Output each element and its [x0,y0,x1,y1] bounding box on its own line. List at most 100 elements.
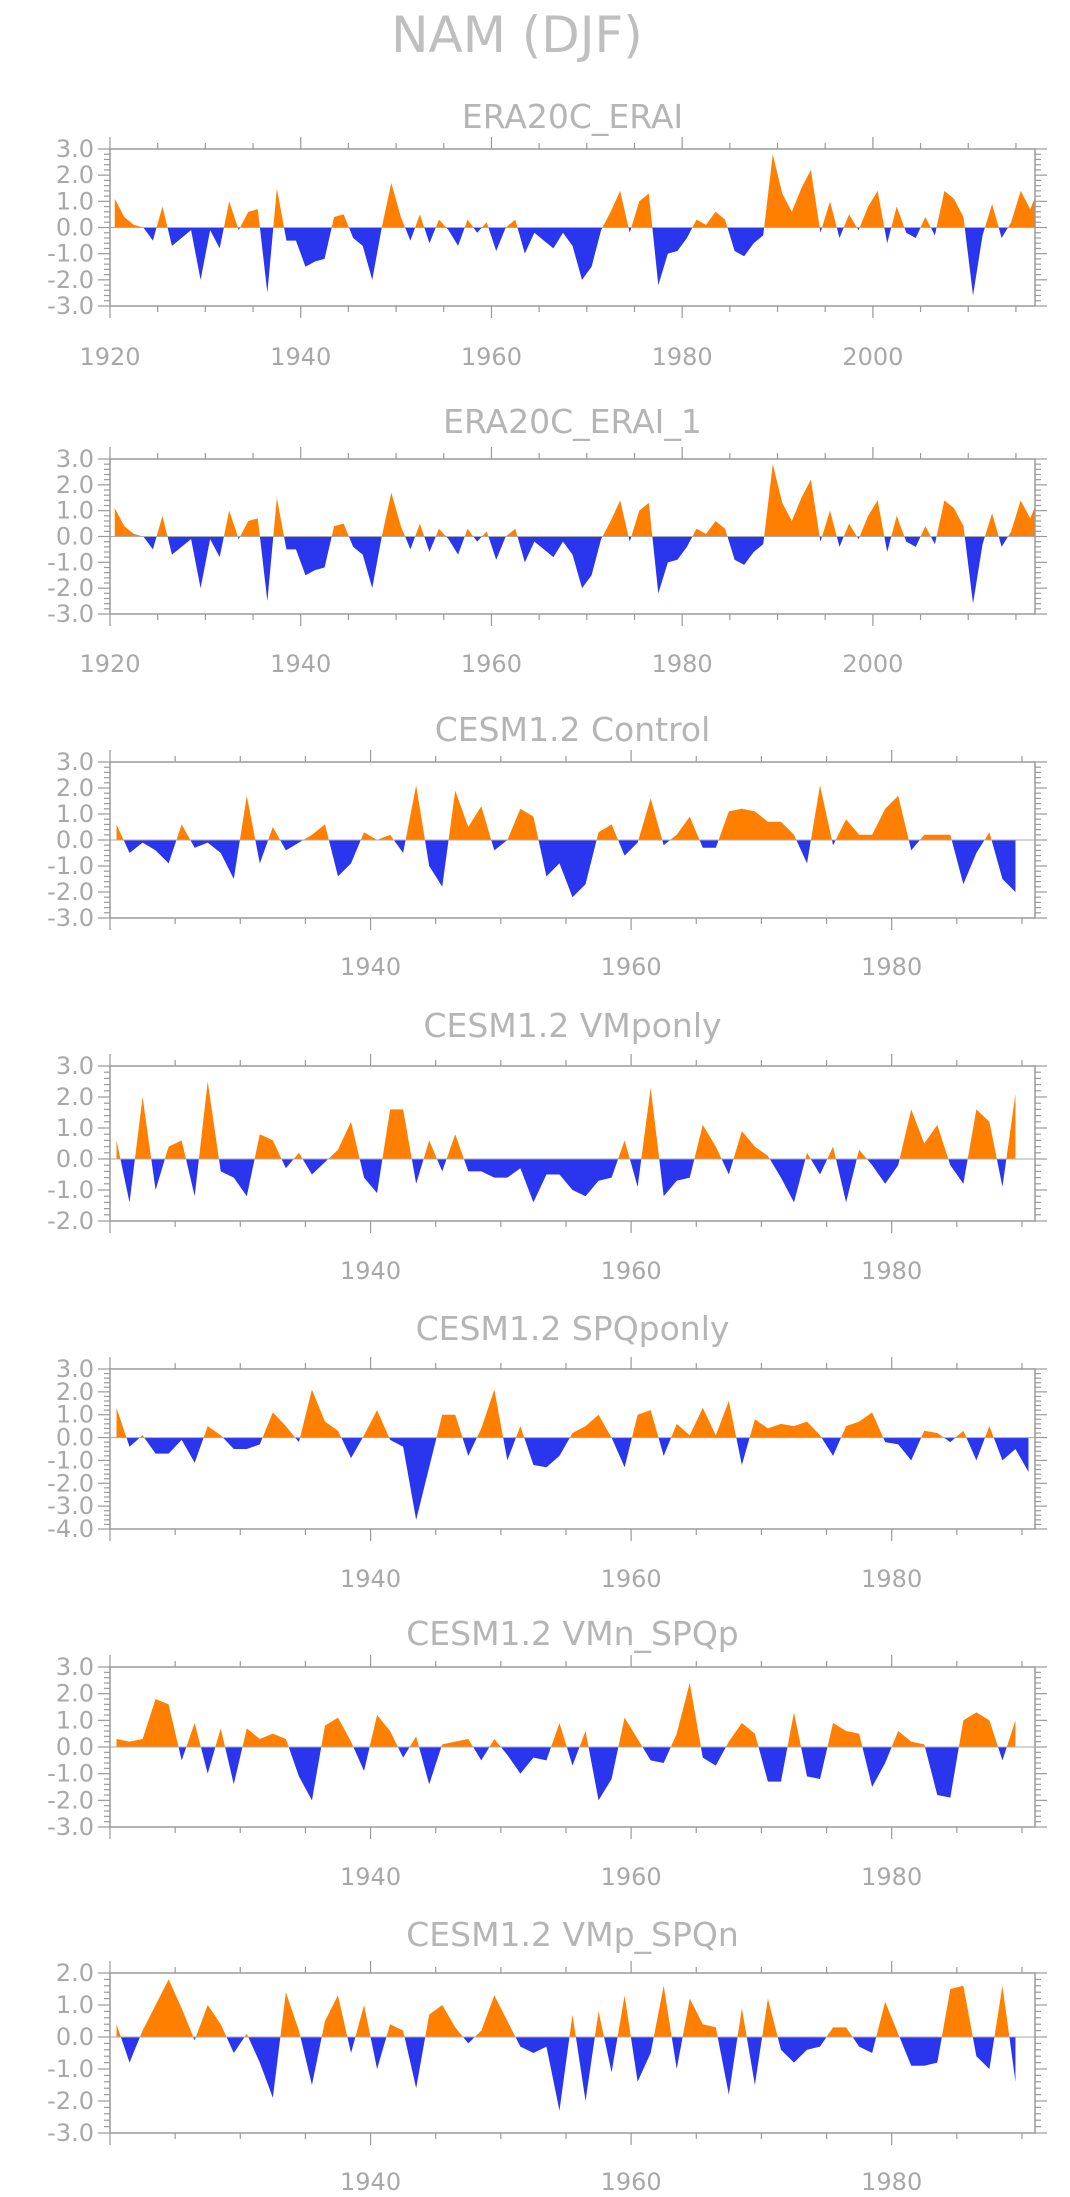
y-tick-label: 0.0 [56,2023,94,2051]
y-tick-label: 3.0 [56,1052,94,1080]
series-area [116,1683,1016,1801]
positive-area [116,1979,1016,2037]
panel-1: ERA20C_ERAI -3.0-2.0-1.00.01.02.03.0 1920 1… [47,97,1047,371]
y-tick-label: -1.0 [47,1176,94,1204]
positive-area [116,1683,1016,1747]
y-tick-label: 1.0 [56,800,94,828]
y-tick-label: 0.0 [56,1145,94,1173]
y-tick-label: 2.0 [56,471,94,499]
x-tick-label: 1960 [601,1257,662,1285]
y-tick-label: 0.0 [56,523,94,551]
y-tick-label: 0.0 [56,1733,94,1761]
series-area [116,1081,1016,1203]
y-tick-label: -1.0 [47,2055,94,2083]
y-tick-label: -1.0 [47,1760,94,1788]
series-area [116,785,1016,898]
y-tick-label: 2.0 [56,1378,94,1406]
plot-frame [109,1065,1036,1222]
negative-area [116,2037,1016,2111]
plot-frame [109,1972,1036,2134]
panel-title: CESM1.2 VMp_SPQn [406,1915,739,1954]
y-tick-label: 0.0 [56,826,94,854]
y-tick-label: -1.0 [47,1446,94,1474]
y-tick-label: -3.0 [47,292,94,320]
y-tick-label: -3.0 [47,1813,94,1841]
x-tick-label: 1920 [79,650,140,678]
negative-area [116,1747,1016,1801]
y-tick-label: -2.0 [47,266,94,294]
x-tick-label: 2000 [842,650,903,678]
positive-area [116,1081,1016,1159]
y-tick-label: 2.0 [56,1680,94,1708]
positive-area [116,1389,1029,1438]
x-tick-label: 1960 [461,650,522,678]
y-tick-label: -3.0 [47,600,94,628]
positive-area [114,464,1035,537]
negative-area [116,1159,1016,1203]
y-tick-label: -2.0 [47,1469,94,1497]
y-tick-label: -3.0 [47,904,94,932]
series-area [114,154,1035,296]
panel-title: CESM1.2 VMn_SPQp [406,1614,739,1653]
y-tick-label: 3.0 [56,748,94,776]
negative-area [126,1437,1029,1520]
x-tick-label: 1960 [461,343,522,371]
x-tick-label: 1980 [861,1565,922,1593]
y-tick-label: -2.0 [47,2087,94,2115]
panel-7: CESM1.2 VMp_SPQn -3.0 -2.0 -1.0 0.0 1.0 2.0 194… [47,1915,1047,2196]
x-tick-label: 1980 [652,343,713,371]
y-tick-label: -2.0 [47,1786,94,1814]
x-tick-label: 1940 [340,1257,401,1285]
x-tick-label: 1940 [340,2168,401,2196]
y-tick-label: -3.0 [47,2119,94,2147]
x-tick-label: 2000 [842,343,903,371]
x-tick-label: 1980 [861,1863,922,1891]
figure-title: NAM (DJF) [391,6,643,64]
series-area [116,1979,1016,2111]
panel-title: CESM1.2 Control [435,710,711,749]
panel-2: ERA20C_ERAI_1 -3.0-2.0-1.00.01.02.03.0 192… [47,402,1047,678]
panel-6: CESM1.2 VMn_SPQp -3.0-2.0-1.00.01.02.03.0… [47,1614,1047,1891]
x-tick-label: 1980 [861,953,922,981]
panel-title: ERA20C_ERAI [462,97,683,136]
y-tick-label: 1.0 [56,1991,94,2019]
x-tick-label: 1960 [601,1565,662,1593]
y-tick-label: -2.0 [47,574,94,602]
y-tick-label: -1.0 [47,240,94,268]
y-tick-label: 3.0 [56,1653,94,1681]
y-tick-label: -4.0 [47,1515,94,1543]
series-area [114,464,1035,604]
negative-area [116,840,1016,898]
y-tick-label: 1.0 [56,1401,94,1429]
panel-4: CESM1.2 VMponly -2.0 -1.0 0.0 1.0 2.0 3.0 1940 1… [47,1006,1047,1285]
y-tick-label: -2.0 [47,878,94,906]
y-tick-label: 3.0 [56,1355,94,1383]
x-tick-label: 1980 [652,650,713,678]
y-tick-label: 0.0 [56,214,94,242]
negative-area [114,536,1035,604]
y-tick-label: 3.0 [56,135,94,163]
x-tick-label: 1920 [79,343,140,371]
panel-title: CESM1.2 VMponly [423,1006,721,1045]
x-tick-label: 1960 [601,2168,662,2196]
x-tick-label: 1960 [601,1863,662,1891]
y-tick-label: 3.0 [56,445,94,473]
x-tick-label: 1980 [861,1257,922,1285]
y-tick-label: 1.0 [56,1706,94,1734]
panel-title: CESM1.2 SPQponly [416,1309,730,1348]
y-tick-label: -2.0 [47,1207,94,1235]
negative-area [114,227,1035,296]
panel-3: CESM1.2 Control -3.0-2.0-1.00.01.02.03.0 1… [47,710,1047,981]
x-tick-label: 1960 [601,953,662,981]
y-tick-label: -1.0 [47,548,94,576]
y-tick-label: 2.0 [56,161,94,189]
positive-area [114,154,1035,228]
panel-5: CESM1.2 SPQponly -4.0-3.0-2.0-1.00.01.02.… [47,1309,1047,1593]
series-area [116,1389,1029,1520]
x-tick-label: 1940 [270,650,331,678]
y-tick-label: 1.0 [56,497,94,525]
x-tick-label: 1940 [340,1863,401,1891]
y-tick-label: 2.0 [56,1083,94,1111]
